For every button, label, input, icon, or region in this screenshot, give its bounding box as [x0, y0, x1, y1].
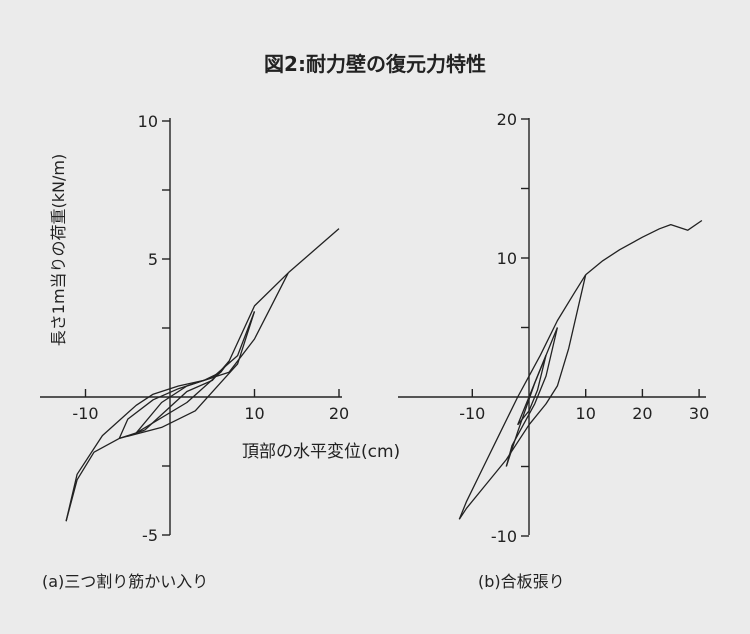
chart-a-x-tick-label: -10	[72, 404, 98, 423]
y-axis-label: 長さ1m当りの荷重(kN/m)	[49, 153, 68, 347]
chart-a-caption: (a)三つ割り筋かい入り	[42, 572, 209, 591]
chart-b-x-tick-label: 30	[689, 404, 709, 423]
chart-a-curve-8	[135, 360, 230, 434]
chart-b-y-tick-label: 20	[497, 110, 517, 129]
chart-b-y-tick-label: 10	[497, 249, 517, 268]
y-axis-label-container: 長さ1m当りの荷重(kN/m)	[42, 100, 72, 400]
chart-b-curve-1	[585, 219, 703, 276]
chart-a-y-tick-label: 5	[148, 250, 158, 269]
chart-b-curve-6	[517, 355, 547, 426]
figure-title: 図2:耐力壁の復元力特性	[264, 52, 486, 76]
chart-b-x-tick-label: 10	[576, 404, 596, 423]
chart-a-curve-6	[118, 311, 256, 439]
chart-a-x-tick-label: 20	[329, 404, 349, 423]
chart-a-curve-4	[65, 429, 145, 522]
chart-b-curve-3	[458, 274, 587, 520]
chart-a-curve-1	[287, 228, 340, 274]
chart-b-caption: (b)合板張り	[478, 572, 565, 591]
chart-a-y-tick-label: 10	[138, 112, 158, 131]
chart-a-curve-3	[65, 272, 289, 522]
x-axis-label: 頂部の水平変位(cm)	[242, 442, 401, 462]
chart-b-curve-7	[517, 355, 547, 426]
chart-a-x-tick-label: 10	[244, 404, 264, 423]
chart-b-curve-5	[505, 327, 559, 467]
chart-b-y-tick-label: -10	[491, 527, 517, 546]
chart-b-x-tick-label: 20	[632, 404, 652, 423]
chart-a-curve-5	[119, 311, 256, 440]
chart-b-curve-2	[458, 274, 587, 520]
chart-a-y-tick-label: -5	[142, 526, 158, 545]
chart-a-curve-2	[144, 272, 289, 431]
chart-b-x-tick-label: -10	[459, 404, 485, 423]
